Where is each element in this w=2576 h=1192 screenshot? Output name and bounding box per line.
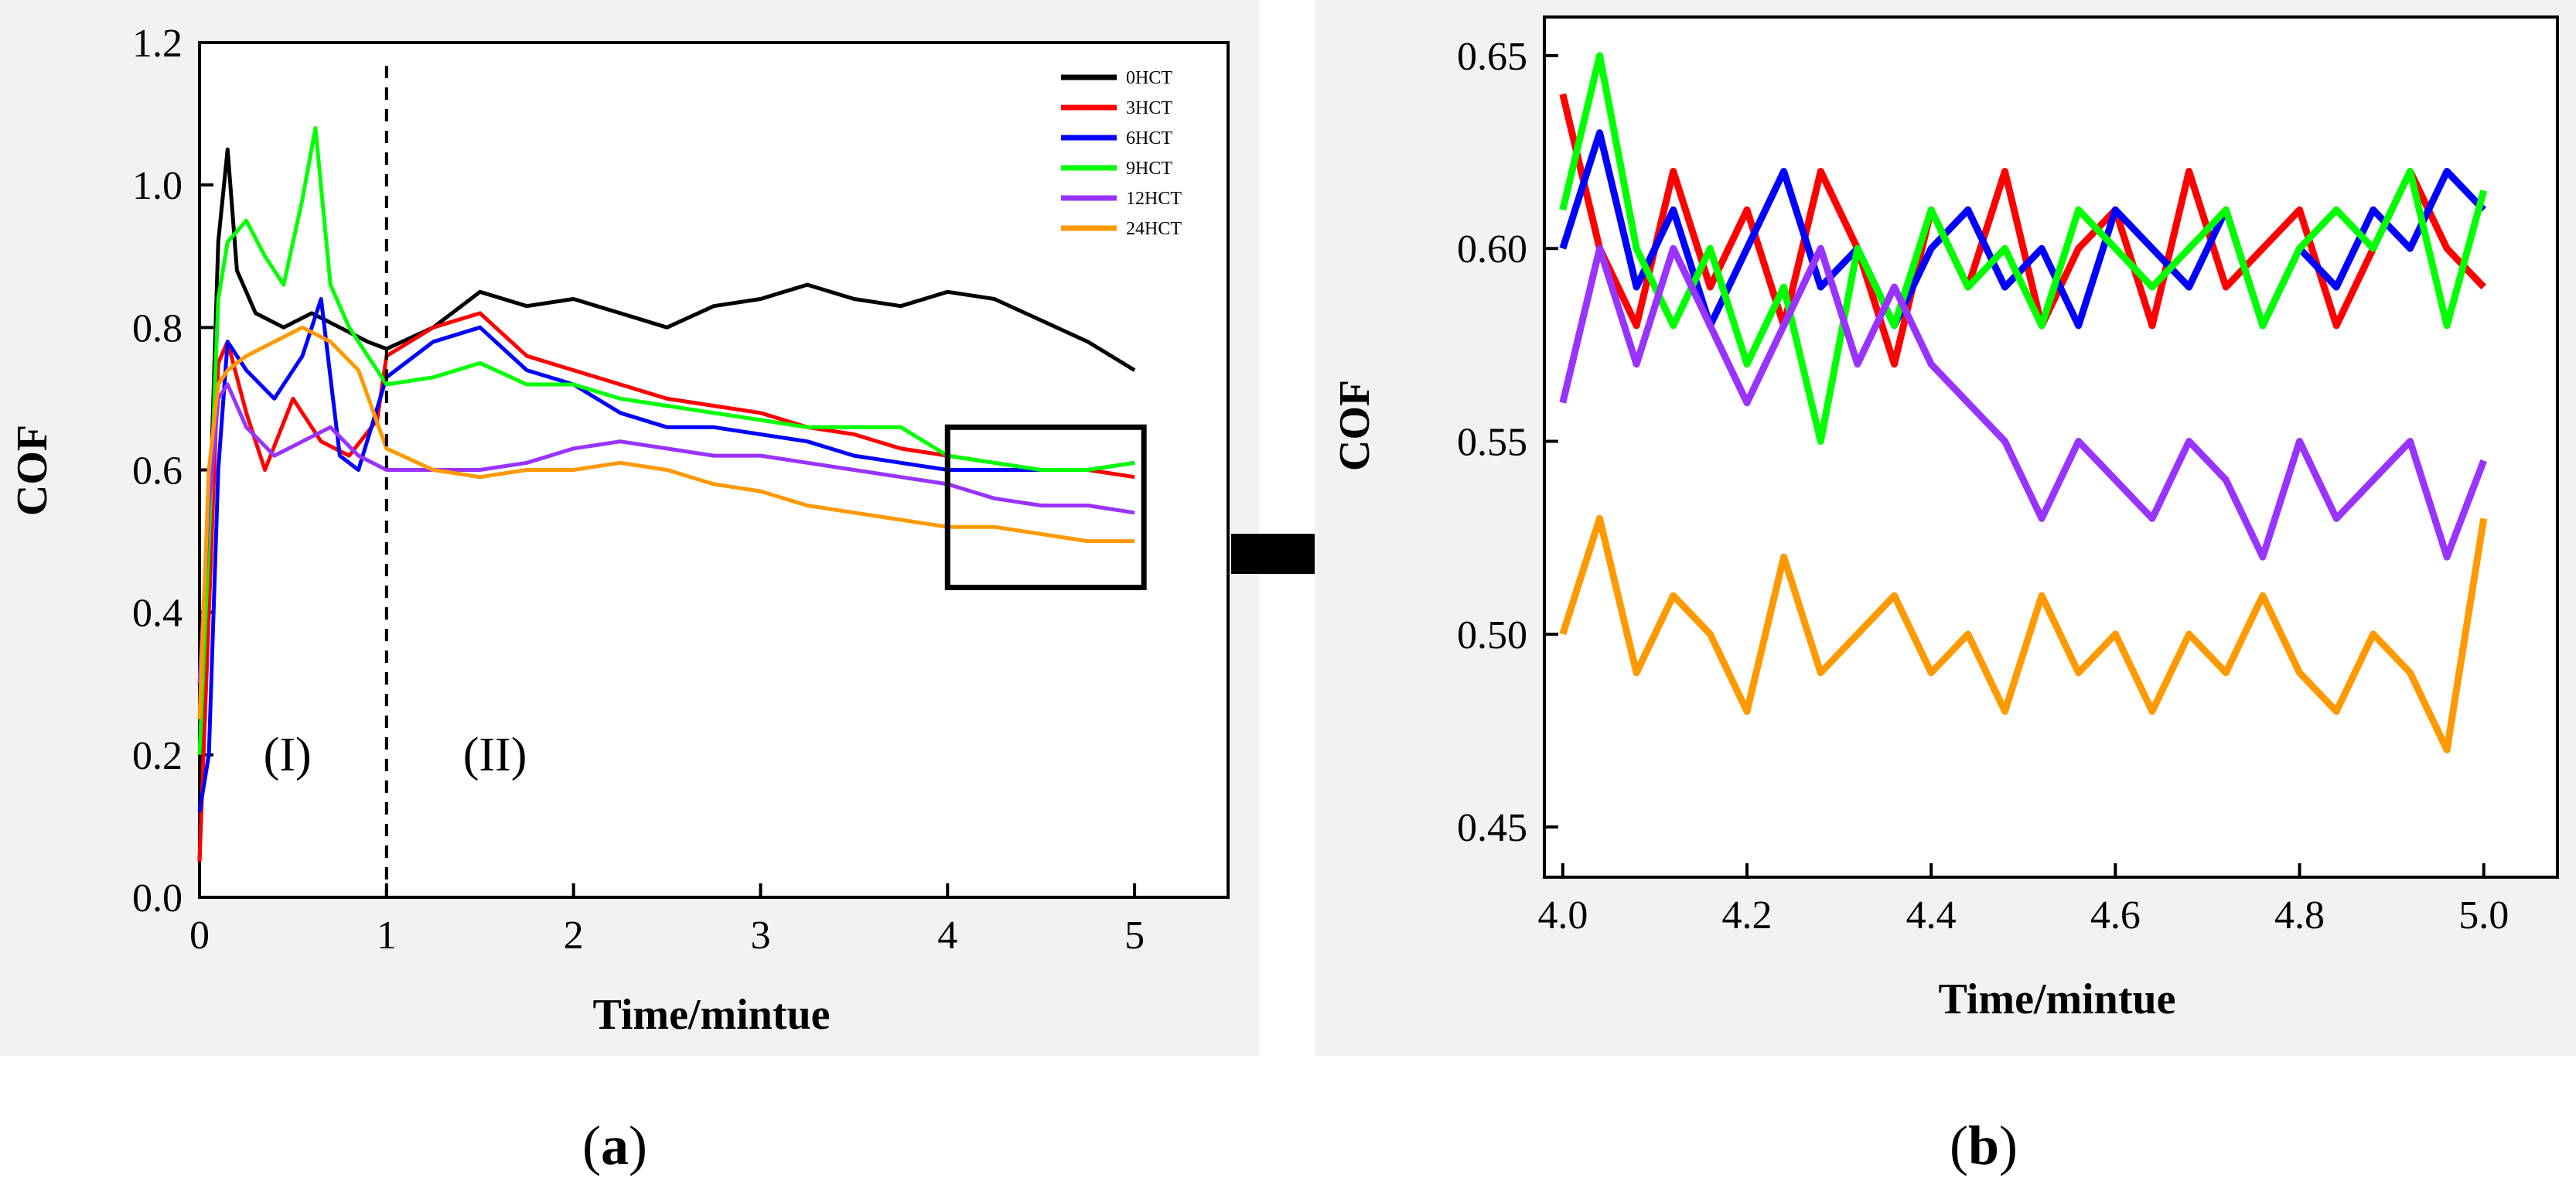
- panel-b-y-tick-label: 0.55: [1457, 421, 1527, 465]
- panel-a-x-tick-label: 2: [564, 914, 584, 958]
- legend-label-0hct: 0HCT: [1126, 68, 1172, 88]
- panel-a-chart: 0 1 2 3 4 5 0.0 0.2 0.4 0.6 0.8 1.0 1.2 (I) (II) 0HCT…: [9, 22, 1230, 1039]
- panel-a-y-tick-label: 1.2: [132, 22, 183, 66]
- panel-a-x-tick-label: 1: [377, 914, 397, 958]
- panel-b-series-9hct: [1559, 52, 2488, 445]
- panel-a-series-6hct: [197, 297, 1135, 812]
- legend-label-6hct: 6HCT: [1126, 128, 1172, 149]
- panel-b-series-6hct: [1559, 129, 2486, 330]
- panel-a-x-tick-label: 4: [937, 914, 957, 958]
- legend-label-24hct: 24HCT: [1126, 219, 1182, 239]
- panel-a-series-9hct: [197, 126, 1135, 755]
- panel-a-zoom-box: [944, 424, 1147, 590]
- panel-b-y-axis-title: COF: [1331, 380, 1379, 471]
- panel-a-series-24hct: [197, 325, 1135, 719]
- panel-a-x-tick-label: 3: [750, 914, 770, 958]
- panel-b-chart: 4.0 4.2 4.4 4.6 4.8 5.0 0.45 0.50 0.55 0.60 0.65 T…: [1331, 15, 2559, 1023]
- panel-b-series-24hct: [1559, 514, 2488, 753]
- panel-a-region-1-label: (I): [264, 729, 312, 781]
- caption-a-close: ): [629, 1115, 647, 1177]
- panel-b-y-tick-label: 0.60: [1457, 227, 1527, 272]
- panel-a-y-tick-label: 0.4: [132, 592, 183, 636]
- panel-b-y-tick-label: 0.65: [1457, 35, 1527, 79]
- panel-b-y-tick-label: 0.50: [1457, 613, 1527, 657]
- panel-b-y-tick-label: 0.45: [1457, 806, 1527, 850]
- panel-b-x-tick-label: 4.2: [1722, 893, 1772, 938]
- panel-b-x-tick-label: 4.6: [2090, 893, 2141, 938]
- panel-a-x-axis-title: Time/mintue: [593, 991, 831, 1039]
- panel-b-x-tick-label: 4.0: [1537, 893, 1588, 938]
- caption-b: (b): [1950, 1115, 2018, 1177]
- panel-a-y-axis-title: COF: [9, 425, 56, 516]
- panel-a-region-2-label: (II): [463, 729, 527, 781]
- caption-a-open: (: [582, 1115, 601, 1177]
- panel-a-y-tick-label: 0.2: [132, 734, 183, 778]
- caption-a-letter: a: [601, 1115, 629, 1177]
- caption-b-close: ): [1999, 1115, 2018, 1177]
- panel-a-y-tick-label: 0.0: [132, 876, 183, 920]
- caption-b-open: (: [1950, 1115, 1968, 1177]
- panel-b-x-tick-label: 4.8: [2274, 893, 2325, 938]
- legend-label-3hct: 3HCT: [1126, 98, 1172, 118]
- panel-b-x-tick-label: 4.4: [1906, 893, 1957, 938]
- panel-b-plot-area: [1543, 15, 2559, 879]
- panel-b-x-axis-title: Time/mintue: [1939, 975, 2176, 1023]
- panel-a-series-0hct: [197, 147, 1136, 862]
- caption-a: (a): [582, 1115, 647, 1177]
- caption-b-letter: b: [1968, 1115, 1999, 1177]
- panel-a-y-tick-label: 0.6: [132, 449, 183, 494]
- legend-label-12hct: 12HCT: [1126, 189, 1182, 209]
- panel-b-series-12hct: [1559, 244, 2487, 561]
- panel-a-x-tick-label: 5: [1124, 914, 1145, 958]
- legend-label-9hct: 9HCT: [1126, 159, 1172, 179]
- panel-a-y-tick-label: 0.8: [132, 306, 183, 350]
- panel-a-x-tick-label: 0: [189, 914, 210, 958]
- panel-b-x-tick-label: 5.0: [2458, 893, 2509, 938]
- panel-a-series-12hct: [197, 382, 1135, 684]
- panel-a-y-tick-label: 1.0: [132, 164, 183, 208]
